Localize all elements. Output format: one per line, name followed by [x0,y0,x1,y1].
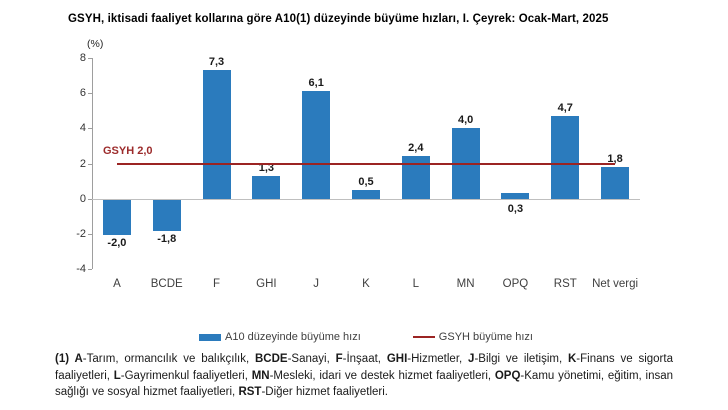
bar-Net vergi [601,167,630,199]
bar-value-label: 2,4 [408,142,424,155]
bar-value-label: -2,0 [107,236,127,249]
bar-value-label: 1,8 [607,153,623,166]
plot-area: 8 6 4 2 0 -2 -4 -2,0 A -1,8 BCDE 7,3 F 1,3 GHI 6,1 J 0,5 K… [76,52,640,290]
bar-OPQ [501,193,530,199]
x-category-label: BCDE [150,278,183,290]
footnote-segment: A [74,353,83,365]
bar-RST [551,116,580,199]
x-category-label: GHI [256,278,277,290]
x-category-label: L [412,278,420,290]
legend: A10 düzeyinde büyüme hızı GSYH büyüme hı… [92,331,640,343]
footnote-segment: -Sanayi, [287,353,336,365]
footnote-segment: F [335,353,343,365]
y-tick-label: 4 [79,122,86,135]
y-tick-label: 2 [79,157,86,170]
y-tick-mark [88,128,92,130]
legend-item-gsyh: GSYH büyüme hızı [412,331,533,343]
legend-label-gsyh: GSYH büyüme hızı [438,331,533,343]
bar-GHI [252,175,281,199]
bar-value-label: 1,3 [258,161,274,174]
footnote-segment: L [113,369,121,382]
bar-value-label: 4,7 [557,102,573,115]
x-category-label: RST [553,278,577,290]
bar-F [202,70,231,199]
x-category-label: A [113,278,121,290]
y-tick-label: 0 [79,192,86,205]
footnote-segment: -Kamu yönetimi, eğitim, insan sağlığı ve… [55,369,674,399]
footnote-segment: J [468,353,475,365]
bar-value-label: 0,3 [507,202,524,215]
legend-item-a10: A10 düzeyinde büyüme hızı [199,331,361,343]
x-category-label: OPQ [502,278,529,290]
footnote-segment: -Gayrimenkul faaliyetleri, [120,369,252,382]
footnote-segment: -Diğer hizmet faaliyetleri. [261,386,388,398]
y-tick-mark [88,58,92,59]
footnote-segment: -Finans ve sigorta faaliyetleri, [55,353,673,382]
gsyh-reference-label: GSYH 2,0 [103,145,153,157]
footnote-segment: GHI [386,353,408,365]
x-category-label: J [313,278,320,290]
gsyh-reference-line [116,162,616,165]
footnote-segment: -Hizmetler, [407,353,469,365]
bar-BCDE [152,199,181,232]
y-tick-mark [88,233,92,235]
footnote-segment: OPQ [494,369,521,382]
y-tick-mark [88,269,92,270]
x-category-label: MN [456,278,475,290]
footnote-segment: MN [251,369,270,382]
y-tick-mark [88,93,92,95]
y-tick-label: -2 [76,227,86,240]
bar-value-label: 4,0 [457,114,474,127]
footnote-segment: -Bilgi ve iletişim, [474,353,568,365]
x-category-label: Net vergi [592,278,639,290]
footnote-segment: K [567,353,577,365]
bar-swatch-icon [199,333,222,341]
footnote-segment: RST [238,386,262,398]
x-category-label: K [362,278,370,290]
bar-value-label: 7,3 [208,56,225,69]
y-tick-mark [88,163,92,165]
bar-K [352,189,380,199]
footnote-segment: -Tarım, ormancılık ve balıkçılık, [82,353,255,365]
legend-label-a10: A10 düzeyinde büyüme hızı [225,331,361,343]
x-category-label: F [213,278,221,290]
bar-value-label: -1,8 [157,233,177,246]
footnote-segment: (1) [55,353,75,365]
footnote-segment: -İnşaat, [342,353,387,365]
chart-title: GSYH, iktisadi faaliyet kollarına göre A… [68,13,609,25]
x-axis-zero-line [92,198,640,200]
bar-value-label: 6,1 [308,77,324,90]
footnote: (1) A-Tarım, ormancılık ve balıkçılık, B… [55,351,673,401]
footnote-segment: BCDE [254,353,288,365]
y-axis-unit-label: (%) [87,38,104,50]
y-axis-line [92,58,93,269]
bar-value-label: 0,5 [358,175,374,188]
y-tick-label: 8 [79,52,86,64]
line-swatch-icon [412,335,435,339]
footnote-segment: -Mesleki, idari ve destek hizmet faaliye… [269,369,495,382]
y-tick-label: 6 [79,87,86,100]
y-tick-mark [88,198,92,200]
y-tick-label: -4 [76,263,86,275]
bar-J [302,91,331,199]
bar-A [102,199,131,235]
